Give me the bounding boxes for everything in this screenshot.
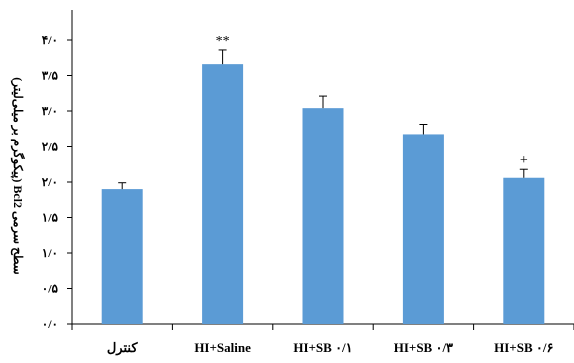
x-tick-label: HI+Saline <box>194 340 251 355</box>
x-tick-label: HI+SB ۰/۳ <box>394 340 453 355</box>
y-tick-label: ۲/۰ <box>42 175 58 189</box>
bar <box>402 134 444 324</box>
y-tick-label: ۱/۰ <box>42 246 58 260</box>
y-axis-label: سطح سرمی Bcl2 (پیکوگرم بر میلی‌لیتر) <box>10 77 26 274</box>
x-tick-label: HI+SB ۰/۱ <box>293 340 352 355</box>
axes <box>67 10 574 330</box>
significance-marker: + <box>520 153 528 168</box>
bars <box>101 49 545 324</box>
y-tick-label: ۴/۰ <box>42 33 58 47</box>
y-tick-label: ۳/۵ <box>42 69 59 83</box>
labels: ۰/۰ ۰/۵ ۱/۰ ۱/۵ ۲/۰ ۲/۵ ۳/۰ ۳/۵ ۴/۰ کنترل ** HI+Sal… <box>10 33 553 356</box>
y-tick-label: ۰/۰ <box>42 317 58 331</box>
y-tick-label: ۳/۰ <box>42 104 58 118</box>
significance-marker: ** <box>216 34 230 49</box>
y-tick-label: ۱/۵ <box>42 211 59 225</box>
bar <box>503 177 545 324</box>
bar <box>302 108 344 324</box>
x-tick-label: کنترل <box>107 340 138 356</box>
bar <box>101 189 143 324</box>
bar <box>202 64 244 324</box>
y-tick-label: ۰/۵ <box>42 282 59 296</box>
y-tick-label: ۲/۵ <box>42 140 59 154</box>
x-tick-label: HI+SB ۰/۶ <box>494 340 553 355</box>
